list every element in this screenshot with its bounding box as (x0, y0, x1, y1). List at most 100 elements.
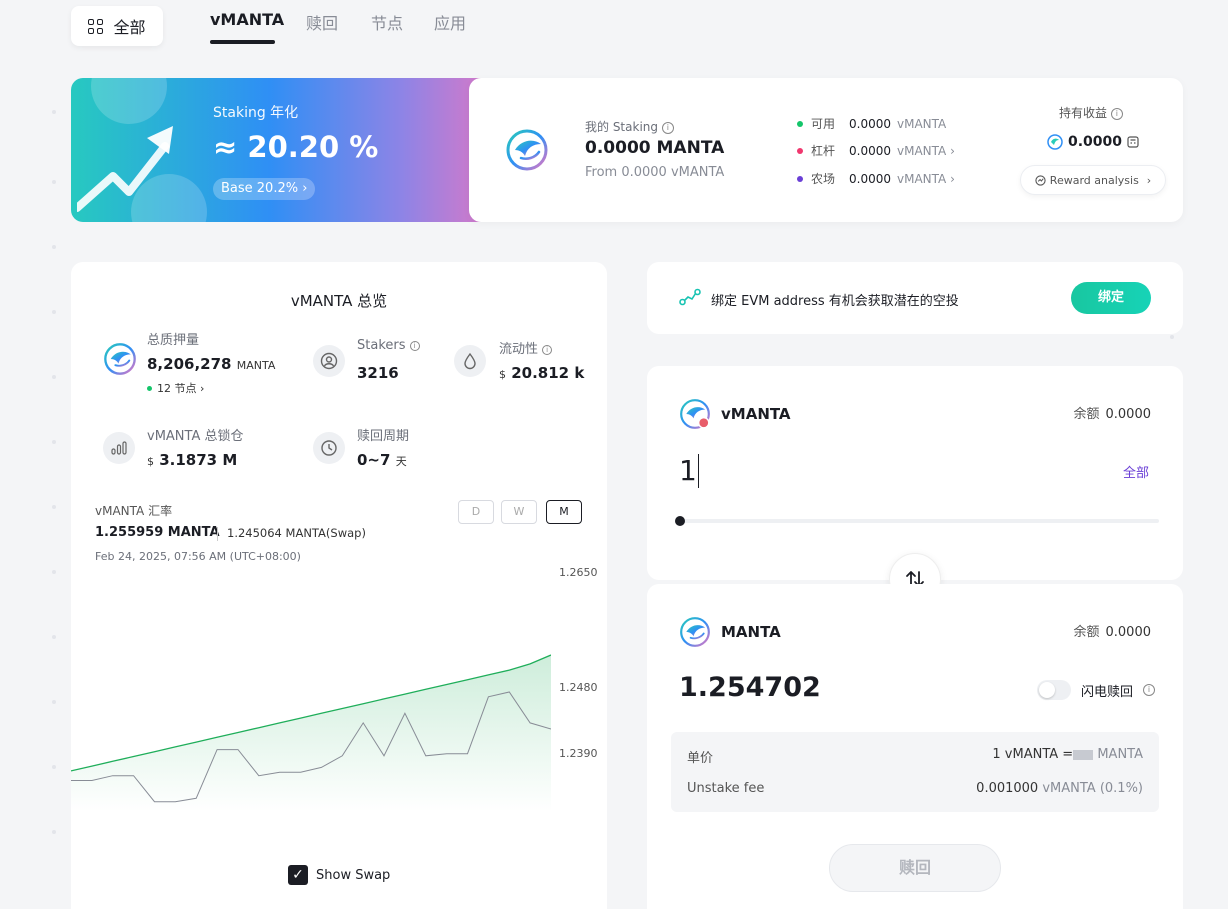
top-nav: 全部 (71, 6, 163, 46)
earnings-label: 持有收益 i (1059, 104, 1123, 121)
apy-banner: Staking 年化 ≈ 20.20 % Base 20.2% › (71, 78, 511, 222)
divider (217, 527, 218, 541)
base-apy-badge[interactable]: Base 20.2% › (213, 178, 316, 200)
y-tick-label: 1.2480 (559, 681, 598, 694)
slider-handle[interactable] (675, 516, 685, 526)
y-tick-label: 1.2390 (559, 747, 598, 760)
manta-logo-icon (680, 617, 710, 647)
status-dot (797, 120, 803, 127)
my-staking-card: 我的 Staking i 0.0000 MANTA From 0.0000 vM… (469, 78, 1183, 222)
tab-vmanta[interactable]: vMANTA (210, 10, 285, 29)
row-label: 农场 (811, 172, 836, 186)
status-dot (147, 385, 152, 391)
user-icon (313, 345, 345, 377)
redeem-button[interactable]: 赎回 (829, 844, 1001, 892)
redeem-period-label: 赎回周期 (357, 429, 410, 444)
manta-token-icon (1047, 134, 1063, 150)
clock-icon (313, 432, 345, 464)
stakers-label: Stakers i (357, 338, 420, 353)
range-d-button[interactable]: D (458, 500, 494, 524)
info-icon[interactable]: i (409, 340, 420, 351)
stakers-value: 3216 (357, 364, 399, 382)
redeem-period-value: 0~7 天 (357, 451, 407, 469)
to-balance: 余额 0.0000 (1073, 625, 1151, 640)
flash-redeem-label: 闪电赎回 (1081, 684, 1134, 700)
amount-slider[interactable] (675, 516, 1159, 526)
row-unit: vMANTA › (897, 171, 955, 186)
range-m-button[interactable]: M (546, 500, 582, 524)
my-staking-label: 我的 Staking i (585, 118, 674, 135)
nodes-label: 12 节点 › (157, 382, 205, 395)
my-staking-amount: 0.0000 MANTA (585, 138, 725, 158)
all-menu-button[interactable]: 全部 (71, 6, 163, 46)
overview-title: vMANTA 总览 (290, 292, 388, 310)
flash-redeem-toggle[interactable]: 闪电赎回 i (1037, 680, 1156, 700)
manta-logo-icon (104, 343, 136, 375)
chevron-right-icon: › (1146, 173, 1152, 187)
range-w-button[interactable]: W (501, 500, 537, 524)
info-icon[interactable]: i (1143, 684, 1156, 696)
info-icon[interactable]: i (661, 121, 674, 134)
chart-circle-icon (1035, 174, 1046, 186)
row-value: 0.0000 (849, 171, 892, 186)
unstake-fee-label: Unstake fee (687, 781, 765, 796)
link-chain-icon (679, 288, 701, 306)
rate-value: 1.255959 MANTA (95, 525, 220, 540)
from-balance: 余额 0.0000 (1073, 407, 1151, 422)
amount-input[interactable]: 1 (679, 454, 699, 488)
bar-chart-icon (103, 432, 135, 464)
leverage-row[interactable]: 杠杆 0.0000 vMANTA › (797, 142, 955, 159)
reward-analysis-label: Reward analysis (1049, 173, 1139, 187)
swap-from-card: vMANTA 余额 0.0000 1 全部 (647, 366, 1183, 580)
reward-analysis-button[interactable]: Reward analysis › (1020, 165, 1166, 195)
redeem-details: 单价 1 vMANTA = MANTA Unstake fee 0.001000… (671, 732, 1159, 812)
vmanta-logo-icon (680, 399, 710, 429)
max-all-link[interactable]: 全部 (1122, 466, 1149, 481)
show-swap-label: Show Swap (316, 867, 391, 883)
my-staking-from: From 0.0000 vMANTA (585, 165, 725, 180)
info-icon[interactable]: i (542, 344, 553, 355)
status-dot (797, 175, 803, 182)
bind-evm-card: 绑定 EVM address 有机会获取潜在的空投 绑定 (647, 262, 1183, 334)
chart-area-fill (71, 655, 551, 812)
tab-apps[interactable]: 应用 (434, 14, 467, 33)
trend-up-icon (77, 126, 173, 212)
tab-redeem[interactable]: 赎回 (306, 14, 339, 33)
row-unit: vMANTA › (897, 143, 955, 158)
total-staked-label: 总质押量 (147, 333, 200, 348)
toggle-switch[interactable] (1037, 680, 1071, 700)
decor-dots-left (50, 0, 70, 909)
bind-button[interactable]: 绑定 (1071, 282, 1151, 314)
row-label: 可用 (811, 117, 836, 131)
unstake-fee-row: Unstake fee 0.001000 vMANTA (0.1%) (687, 781, 1143, 796)
checkbox-checked-icon[interactable]: ✓ (288, 865, 308, 885)
total-staked-value: 8,206,278 MANTA (147, 355, 276, 373)
nodes-link[interactable]: 12 节点 › (147, 380, 204, 396)
show-swap-toggle[interactable]: ✓ Show Swap (288, 865, 390, 885)
tvl-value: $ 3.1873 M (147, 451, 238, 469)
info-icon[interactable]: i (1110, 107, 1123, 120)
rate-swap-value: 1.245064 MANTA(Swap) (227, 526, 366, 540)
row-unit: vMANTA (897, 116, 947, 131)
unstake-fee-value: 0.001000 vMANTA (0.1%) (976, 781, 1143, 796)
rate-series-line (71, 654, 551, 772)
tab-nodes[interactable]: 节点 (371, 14, 404, 33)
grid-icon (88, 18, 104, 34)
apy-label: Staking 年化 (213, 105, 299, 121)
farm-row[interactable]: 农场 0.0000 vMANTA › (797, 170, 955, 187)
bind-evm-text: 绑定 EVM address 有机会获取潜在的空投 (711, 294, 959, 309)
status-dot (797, 147, 803, 154)
tvl-label: vMANTA 总锁仓 (147, 429, 244, 444)
rate-chart (71, 654, 551, 812)
droplet-icon (454, 345, 486, 377)
unit-price-value: 1 vMANTA = MANTA (992, 747, 1143, 762)
banner-circle-decor (91, 78, 167, 124)
masked-value (1073, 749, 1094, 760)
calculator-icon[interactable] (1127, 136, 1139, 148)
row-value: 0.0000 (849, 143, 892, 158)
available-row: 可用 0.0000 vMANTA (797, 115, 946, 132)
y-tick-label: 1.2650 (559, 566, 598, 579)
liquidity-label: 流动性 i (499, 338, 553, 357)
apy-value: ≈ 20.20 % (213, 130, 379, 164)
earnings-value: 0.0000 (1047, 134, 1139, 150)
